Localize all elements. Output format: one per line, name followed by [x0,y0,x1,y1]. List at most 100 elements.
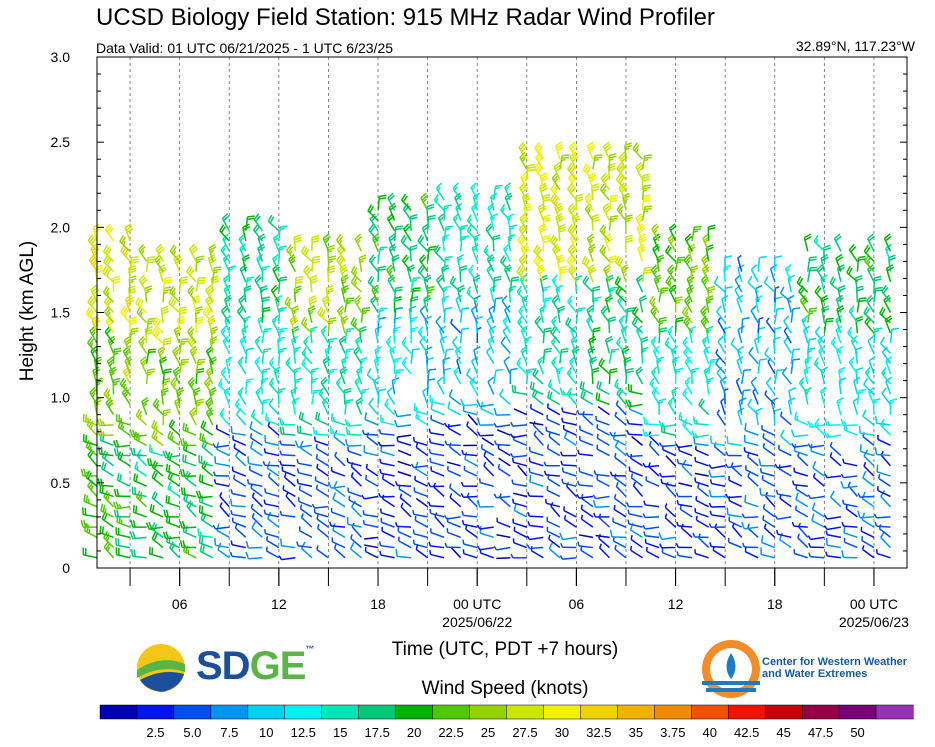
wind-barb [245,540,263,549]
wind-barb [417,326,429,344]
wind-barb [684,294,693,313]
barb-shaft [397,449,412,457]
wind-barb [325,284,334,303]
barb-flag [553,238,559,246]
wind-barb [716,409,726,426]
barb-flag [643,197,651,200]
wind-barb [459,265,468,282]
barb-flag [521,145,528,153]
barb-shaft [466,425,478,436]
wind-barb [442,285,451,303]
barb-flag [730,337,736,345]
barb-flag [137,410,143,418]
barb-flag [131,258,139,261]
wind-barb [642,462,660,468]
wind-barb [548,534,561,549]
wind-barb [543,461,560,467]
wind-barb [596,475,610,487]
barb-flag [538,205,546,211]
barb-shaft [373,380,379,395]
barb-shaft [736,360,743,375]
wind-barb [320,325,330,344]
barb-shaft [737,268,743,283]
barb-flag [703,339,708,344]
wind-barb [600,305,611,324]
wind-barb [526,163,536,180]
barb-shaft [397,484,412,487]
barb-flag [120,418,123,423]
barb-flag [163,509,167,517]
wind-barb [187,376,197,395]
wind-barb [513,503,528,518]
barb-flag [691,430,696,438]
wind-barb [459,327,470,344]
wind-barb [131,486,147,498]
barb-flag [314,429,318,435]
barb-flag [594,156,602,159]
barb-flag [548,534,551,540]
barb-shaft [266,539,280,549]
barb-shaft [374,329,379,344]
wind-barb [311,389,322,405]
barb-flag [83,468,87,477]
barb-shaft [533,434,544,446]
barb-shaft [284,476,296,487]
barb-flag [625,216,633,220]
barb-shaft [740,370,745,385]
wind-barb [300,513,313,528]
barb-flag [153,523,158,531]
barb-flag [371,284,378,291]
barb-flag [197,281,205,284]
barb-flag [609,529,613,538]
barb-flag [356,366,364,372]
wind-barb [533,244,544,262]
barb-flag [617,340,621,346]
barb-flag [666,341,670,346]
wind-barb [253,213,263,232]
barb-flag [643,531,646,536]
barb-flag [200,420,205,428]
barb-flag [692,532,696,538]
wind-barb [664,337,677,354]
barb-shaft [481,447,495,457]
wind-barb [245,551,263,560]
barb-flag [704,270,709,275]
barb-flag [394,357,402,361]
barb-shaft [397,440,412,447]
wind-barb [627,384,643,395]
barb-flag [121,379,127,387]
barb-flag [188,287,195,294]
barb-flag [669,400,673,406]
barb-flag [109,366,117,372]
barb-flag [368,224,374,231]
barb-flag [91,392,96,398]
wind-barb [560,460,577,467]
barb-flag [518,141,525,149]
barb-flag [659,543,663,549]
wind-barb [238,294,247,313]
wind-barb [344,399,354,415]
wind-barb [656,254,665,272]
barb-flag [747,523,750,529]
barb-shaft [414,519,428,528]
barb-flag [113,488,117,497]
barb-flag [683,340,688,345]
barb-shaft [281,464,296,467]
wind-barb [459,224,469,241]
barb-flag [562,390,566,395]
barb-flag [340,274,348,280]
wind-barb [692,532,709,539]
barb-flag [296,468,300,473]
barb-flag [138,335,145,343]
barb-flag [412,539,415,545]
wind-barb [614,276,627,293]
wind-barb [246,479,263,487]
barb-flag [449,483,452,488]
barb-flag [139,338,146,345]
barb-flag [279,440,283,446]
barb-flag [309,297,317,302]
barb-flag [535,144,542,151]
wind-barb [590,183,600,201]
wind-barb [439,335,447,354]
barb-flag [369,205,375,213]
